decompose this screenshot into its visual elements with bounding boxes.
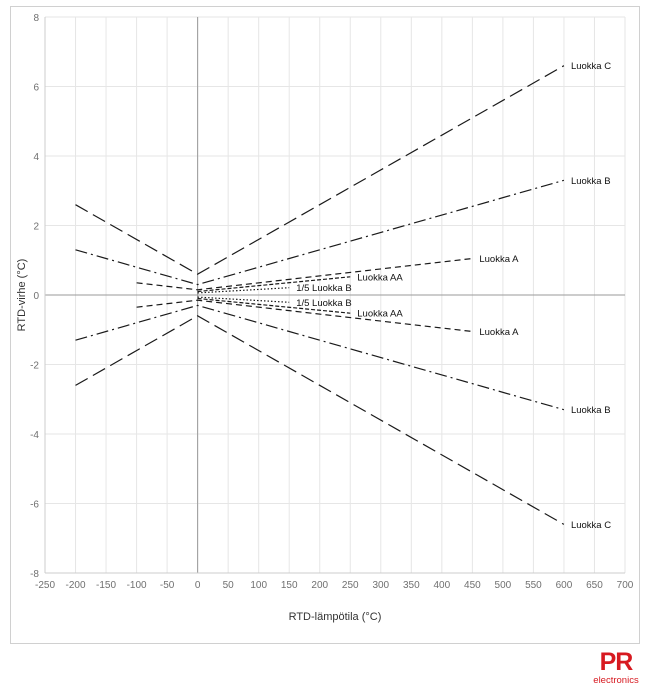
series-label-luokka-c: Luokka C: [571, 520, 611, 531]
x-tick-label: 150: [281, 580, 298, 591]
series-labels: Luokka C Luokka C Luokka B Luokka B Luokka A…: [296, 61, 611, 531]
series-label-luokka-b: Luokka B: [571, 405, 611, 416]
series-label-luokka-b: Luokka B: [571, 176, 611, 187]
x-tick-label: -200: [66, 580, 86, 591]
series-line-1-5-luokka-b: [197, 296, 290, 303]
y-tick-label: -6: [30, 500, 39, 511]
series-label-luokka-c: Luokka C: [571, 61, 611, 72]
series-line-luokka-c: [75, 315, 565, 525]
series-line-luokka-aa: [197, 297, 351, 314]
y-tick-label: 8: [33, 13, 39, 24]
x-tick-label: 300: [372, 580, 389, 591]
series-label-1-5-luokka-b: 1/5 Luokka B: [296, 283, 351, 294]
series-line-luokka-aa: [197, 276, 351, 293]
x-axis-title: RTD-lämpötila (°C): [289, 611, 382, 623]
x-tick-label: 200: [311, 580, 328, 591]
series-line-luokka-a: [136, 299, 473, 333]
y-tick-label: -8: [30, 569, 39, 580]
series-label-luokka-a: Luokka A: [479, 254, 519, 265]
x-tick-label: 250: [342, 580, 359, 591]
x-tick-label: -100: [127, 580, 147, 591]
x-tick-label: 700: [617, 580, 634, 591]
x-tick-label: 50: [223, 580, 235, 591]
y-tick-label: 6: [33, 83, 39, 94]
rtd-error-chart: Luokka C Luokka C Luokka B Luokka B Luokka A…: [16, 13, 634, 623]
tick-labels: -250 -200 -150 -100 -50 0 50 100 150 200 250 300 350…: [30, 13, 634, 591]
logo-mark: PR: [599, 648, 634, 676]
series-line-1-5-luokka-b: [197, 287, 290, 294]
series-line-luokka-b: [75, 179, 565, 286]
series-line-luokka-a: [136, 257, 473, 291]
chart-frame: Luokka C Luokka C Luokka B Luokka B Luokka A…: [10, 6, 640, 644]
x-tick-label: -250: [35, 580, 55, 591]
series-label-luokka-aa: Luokka AA: [357, 309, 403, 320]
series-lines: [75, 65, 565, 525]
series-label-luokka-a: Luokka A: [479, 327, 519, 338]
series-label-1-5-luokka-b: 1/5 Luokka B: [296, 298, 351, 309]
pr-electronics-logo: PR electronics: [588, 648, 644, 687]
x-tick-label: -150: [96, 580, 116, 591]
axes: [44, 17, 625, 574]
y-tick-label: 2: [33, 222, 39, 233]
x-tick-label: -50: [160, 580, 175, 591]
series-label-luokka-aa: Luokka AA: [357, 272, 403, 283]
series-line-luokka-c: [75, 65, 565, 275]
x-tick-label: 100: [250, 580, 267, 591]
y-tick-label: 0: [33, 291, 39, 302]
y-tick-label: -2: [30, 361, 39, 372]
x-tick-label: 600: [556, 580, 573, 591]
x-tick-label: 0: [195, 580, 201, 591]
x-tick-label: 500: [495, 580, 512, 591]
x-tick-label: 450: [464, 580, 481, 591]
series-line-luokka-b: [75, 304, 565, 411]
y-tick-label: -4: [30, 430, 39, 441]
x-tick-label: 650: [586, 580, 603, 591]
y-axis-title: RTD-virhe (°C): [16, 259, 28, 332]
logo-subtitle: electronics: [593, 675, 639, 686]
y-tick-label: 4: [33, 152, 39, 163]
x-tick-label: 550: [525, 580, 542, 591]
x-tick-label: 350: [403, 580, 420, 591]
x-tick-label: 400: [433, 580, 450, 591]
